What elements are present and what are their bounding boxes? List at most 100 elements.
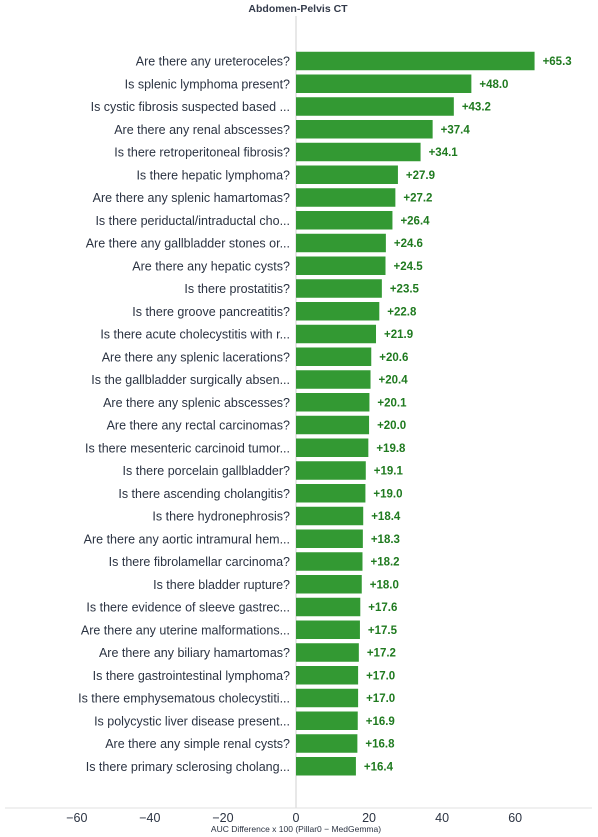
value-label: +20.0 — [377, 420, 406, 432]
value-label: +37.4 — [441, 124, 471, 136]
value-label: +20.1 — [377, 397, 407, 409]
bar — [296, 643, 359, 662]
bar — [296, 415, 370, 435]
bar — [296, 597, 361, 617]
value-label: +34.1 — [429, 147, 459, 159]
bar — [296, 506, 364, 526]
bar — [296, 666, 359, 685]
bar — [296, 142, 421, 162]
value-label: +20.6 — [379, 352, 408, 364]
value-label: +17.0 — [366, 693, 395, 705]
bar — [296, 302, 380, 321]
category-label: Is there fibrolamellar carcinoma? — [109, 555, 290, 569]
value-label: +22.8 — [387, 306, 417, 318]
category-label: Is there groove pancreatitis? — [132, 305, 290, 319]
value-label: +21.9 — [384, 329, 413, 341]
bar — [296, 51, 535, 71]
bar — [296, 74, 472, 93]
x-ticks-group: −60 −40 −20 0 20 40 60 — [66, 811, 522, 825]
value-label: +24.5 — [394, 261, 424, 273]
category-label: Are there any biliary hamartomas? — [99, 646, 290, 660]
x-axis-label: AUC Difference x 100 (Pillar0 − MedGemma… — [211, 824, 381, 834]
category-label: Is there primary sclerosing cholang... — [86, 760, 290, 774]
category-label: Are there any ureteroceles? — [136, 55, 290, 69]
bar — [296, 279, 382, 298]
bar — [296, 734, 358, 753]
category-label: Is there bladder rupture? — [153, 578, 290, 592]
bar — [296, 688, 359, 708]
category-label: Are there any aortic intramural hem... — [84, 532, 290, 546]
category-label: Is the gallbladder surgically absen... — [91, 373, 290, 387]
value-label: +19.1 — [374, 466, 404, 478]
value-label: +43.2 — [462, 102, 491, 114]
category-label: Is polycystic liver disease present... — [94, 714, 290, 728]
category-label: Are there any hepatic cysts? — [132, 259, 290, 273]
category-label: Is there mesenteric carcinoid tumor... — [85, 441, 290, 455]
bar — [296, 438, 369, 457]
x-tick-label: −20 — [212, 811, 233, 825]
value-label: +17.0 — [366, 670, 395, 682]
category-label: Is there retroperitoneal fibrosis? — [114, 146, 290, 160]
bar — [296, 529, 363, 548]
bar — [296, 711, 358, 730]
x-tick-label: 60 — [508, 811, 522, 825]
value-label: +18.4 — [371, 511, 401, 523]
category-label: Is there gastrointestinal lymphoma? — [93, 669, 290, 683]
category-label: Are there any uterine malformations... — [81, 623, 290, 637]
bar — [296, 370, 371, 389]
x-tick-label: 40 — [435, 811, 449, 825]
category-label: Is splenic lymphoma present? — [125, 77, 290, 91]
bar — [296, 757, 356, 776]
bar — [296, 620, 360, 639]
value-label: +48.0 — [479, 79, 508, 91]
value-label: +18.2 — [370, 557, 399, 569]
category-label: Are there any splenic lacerations? — [102, 350, 290, 364]
value-label: +65.3 — [543, 56, 572, 68]
value-label: +17.5 — [368, 625, 398, 637]
bar — [296, 233, 386, 253]
value-label: +18.0 — [370, 579, 399, 591]
bar — [296, 461, 366, 480]
category-label: Is there porcelain gallbladder? — [123, 464, 291, 478]
bars-group: Are there any ureteroceles? +65.3 Is splen… — [78, 51, 572, 776]
value-label: +27.2 — [403, 193, 432, 205]
bar — [296, 97, 454, 116]
x-tick-label: −60 — [66, 811, 87, 825]
value-label: +23.5 — [390, 284, 420, 296]
category-label: Are there any simple renal cysts? — [105, 737, 290, 751]
x-tick-label: 0 — [293, 811, 300, 825]
category-label: Is there hydronephrosis? — [152, 510, 290, 524]
category-label: Are there any splenic abscesses? — [103, 396, 290, 410]
bar — [296, 484, 366, 503]
value-label: +20.4 — [379, 375, 409, 387]
category-label: Is there acute cholecystitis with r... — [100, 328, 290, 342]
x-tick-label: 20 — [362, 811, 376, 825]
value-label: +16.8 — [365, 739, 395, 751]
category-label: Is there ascending cholangitis? — [118, 487, 290, 501]
value-label: +16.9 — [366, 716, 395, 728]
bar — [296, 324, 377, 344]
category-label: Are there any gallbladder stones or... — [86, 237, 290, 251]
bar — [296, 165, 398, 184]
category-label: Is cystic fibrosis suspected based ... — [91, 100, 290, 114]
value-label: +19.0 — [373, 488, 402, 500]
value-label: +18.3 — [371, 534, 400, 546]
bar — [296, 552, 363, 571]
x-tick-label: −40 — [139, 811, 160, 825]
bar — [296, 256, 386, 275]
value-label: +26.4 — [400, 215, 430, 227]
chart-title: Abdomen-Pelvis CT — [248, 3, 348, 15]
value-label: +17.6 — [368, 602, 397, 614]
value-label: +17.2 — [367, 648, 396, 660]
bar — [296, 211, 393, 230]
category-label: Are there any splenic hamartomas? — [93, 191, 290, 205]
bar — [296, 188, 396, 207]
value-label: +16.4 — [364, 761, 394, 773]
category-label: Is there emphysematous cholecystiti... — [78, 692, 290, 706]
bar — [296, 120, 433, 139]
category-label: Are there any renal abscesses? — [114, 123, 290, 137]
value-label: +19.8 — [376, 443, 406, 455]
category-label: Is there periductal/intraductal cho... — [95, 214, 290, 228]
category-label: Is there prostatitis? — [184, 282, 290, 296]
